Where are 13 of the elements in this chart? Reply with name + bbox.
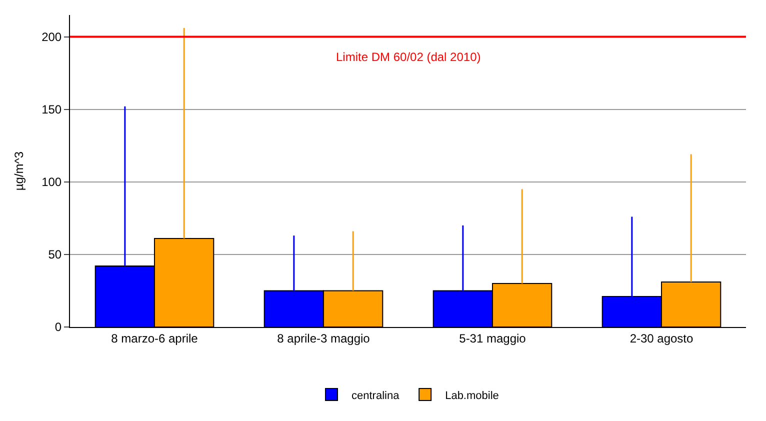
x-tick-label: 8 marzo-6 aprile bbox=[111, 331, 198, 346]
y-tick-label: 50 bbox=[48, 248, 62, 262]
legend-label: Lab.mobile bbox=[445, 390, 499, 402]
y-tick-label: 100 bbox=[42, 175, 62, 190]
x-tick-label: 5-31 maggio bbox=[459, 331, 526, 346]
x-tick-label: 8 aprile-3 maggio bbox=[277, 331, 370, 346]
y-axis-title: µg/m^3 bbox=[12, 151, 26, 191]
legend-label: centralina bbox=[352, 390, 400, 402]
x-tick-label: 2-30 agosto bbox=[630, 331, 694, 346]
y-tick-label: 200 bbox=[42, 30, 62, 44]
y-tick-label: 0 bbox=[54, 320, 62, 334]
ref-line-label: Limite DM 60/02 (dal 2010) bbox=[336, 50, 481, 64]
y-tick-label: 150 bbox=[42, 102, 62, 117]
